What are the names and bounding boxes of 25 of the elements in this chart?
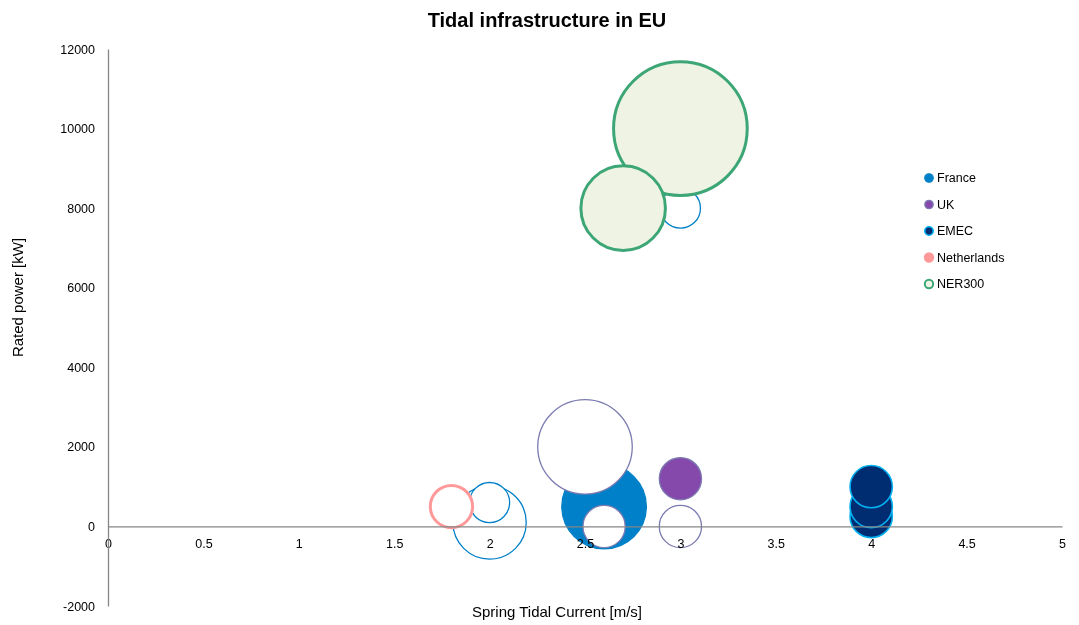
legend-label: France (937, 171, 976, 186)
x-tick-label: 2 (486, 537, 494, 552)
y-tick-label: 2000 (67, 440, 96, 455)
y-tick-label: 8000 (67, 201, 96, 216)
x-tick-label: 0.5 (195, 537, 213, 552)
legend-label: Netherlands (937, 250, 1005, 265)
x-tick-label: 4.5 (958, 537, 976, 552)
x-tick-label: 1.5 (386, 537, 404, 552)
x-tick-label: 4 (868, 537, 876, 552)
x-tick-label: 3 (677, 537, 685, 552)
y-axis-title: Rated power [kW] (9, 237, 26, 358)
y-tick-label: 0 (88, 519, 96, 534)
y-tick-label: -2000 (63, 599, 96, 614)
legend-label: NER300 (937, 277, 985, 292)
y-tick-label: 12000 (60, 42, 96, 57)
legend-label: UK (937, 197, 956, 212)
y-tick-label: 6000 (67, 281, 96, 296)
x-tick-label: 3.5 (767, 537, 786, 552)
chart-title: Tidal infrastructure in EU (427, 9, 667, 31)
legend-label: EMEC (937, 224, 974, 239)
x-tick-label: 1 (295, 537, 303, 552)
x-axis-title: Spring Tidal Current [m/s] (471, 603, 643, 620)
y-tick-label: 4000 (67, 360, 96, 375)
x-tick-label: 5 (1059, 537, 1067, 552)
y-tick-label: 10000 (60, 122, 96, 137)
